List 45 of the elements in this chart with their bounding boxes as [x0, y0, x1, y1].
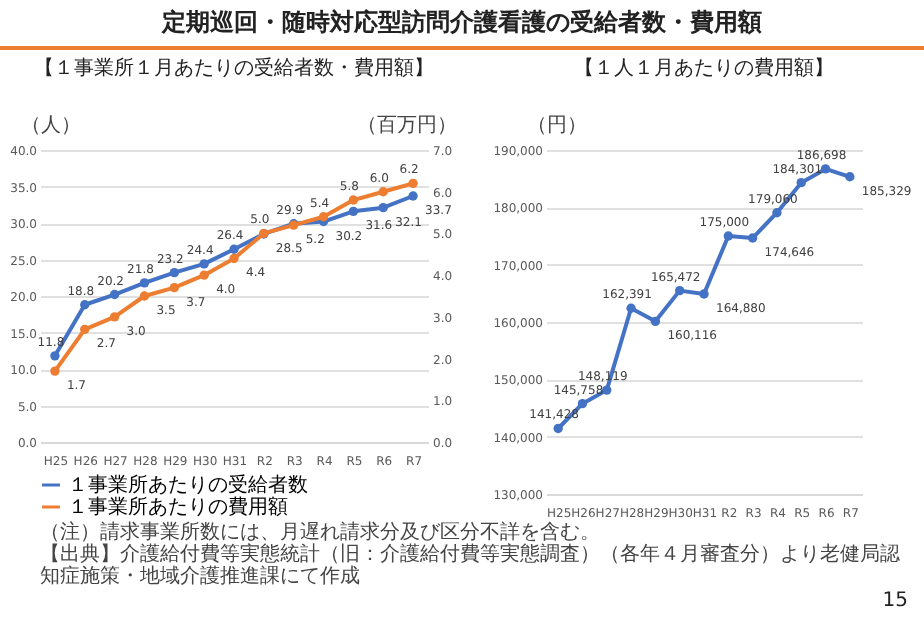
text: （注）請求事業所数には、月遅れ請求分及び区分不詳を含む。	[40, 522, 602, 544]
point	[699, 289, 709, 299]
legend-label: １事業所あたりの受給者数	[68, 473, 308, 497]
point	[723, 231, 733, 241]
point	[169, 282, 179, 293]
point	[845, 172, 855, 182]
point	[626, 303, 636, 313]
point	[650, 316, 661, 327]
point	[772, 208, 782, 218]
point	[408, 191, 418, 201]
point	[169, 267, 179, 278]
y-axis-title: （人）	[21, 115, 81, 137]
point	[675, 285, 685, 296]
point	[796, 177, 806, 188]
point	[408, 178, 418, 189]
point	[348, 206, 359, 216]
point	[199, 259, 209, 269]
text: 【出典】介護給付費等実態統計（旧：介護給付費等実態調査）（各年４月審査分）より老健局認知症施策・地域介護推進課にて作成	[40, 544, 902, 588]
point	[602, 385, 612, 395]
point	[139, 291, 150, 301]
point	[139, 278, 150, 288]
point	[577, 398, 588, 409]
point	[80, 324, 90, 335]
point	[229, 253, 239, 264]
point	[50, 351, 60, 361]
y-axis-title: （円）	[527, 115, 587, 137]
point	[348, 195, 359, 205]
legend-label: １事業所あたりの費用額	[68, 495, 288, 519]
point	[318, 212, 329, 222]
point	[109, 289, 120, 300]
point	[109, 312, 120, 322]
point	[199, 270, 209, 280]
point	[553, 423, 563, 434]
point	[747, 233, 758, 243]
point	[80, 300, 90, 310]
text: 15	[882, 590, 908, 612]
point	[378, 187, 388, 197]
y2-axis-title: （百万円）	[357, 115, 457, 137]
chart-title: 定期巡回・随時対応型訪問介護看護の受給者数・費用額	[0, 0, 924, 50]
point	[229, 244, 239, 254]
point	[50, 366, 60, 376]
chart-subtitle: 【１人１月あたりの費用額】	[574, 56, 834, 80]
point	[820, 164, 831, 174]
chart-subtitle: 【１事業所１月あたりの受給者数・費用額】	[34, 56, 434, 80]
point	[378, 202, 388, 213]
